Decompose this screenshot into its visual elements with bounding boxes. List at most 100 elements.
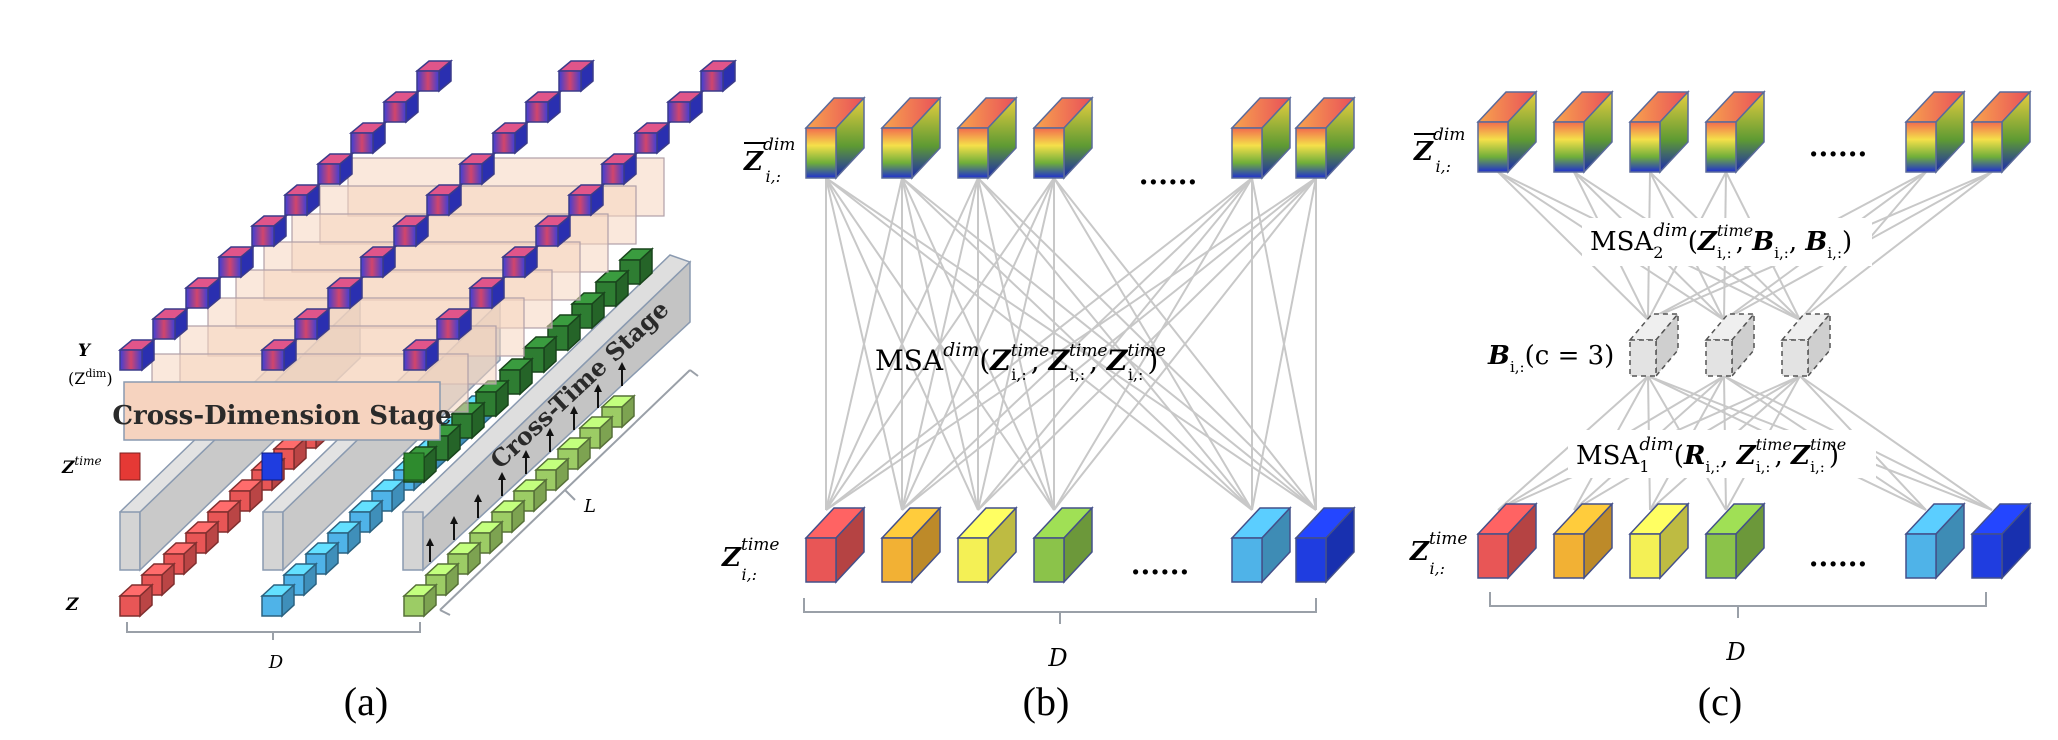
label-z: Z: [65, 595, 79, 615]
attention-line: [1799, 171, 1993, 321]
router-label-c: Bi,:(c = 3): [1487, 341, 1614, 376]
ztime-token: [1704, 502, 1766, 580]
label-zdim-c: Zdim i,:: [1413, 125, 1465, 176]
attention-line: [825, 177, 1055, 511]
panel-b: ...... ...... Zdim i,: Ztime i,: MSAdim(Zt…: [721, 96, 1356, 724]
attention-line: [1053, 177, 1317, 511]
token-cube: [618, 247, 654, 286]
router-token: [1628, 311, 1680, 379]
attention-line: [1799, 375, 1993, 511]
router-token: [1704, 311, 1756, 379]
y-token-cube: [434, 307, 474, 341]
y-row: [401, 59, 738, 372]
y-token-cube: [632, 121, 672, 155]
y-token-cube: [249, 214, 289, 248]
dots-top-c: ......: [1809, 130, 1868, 163]
arrow-head: [570, 406, 578, 414]
y-token-cube: [348, 121, 388, 155]
y-token-cube: [490, 121, 530, 155]
label-zdim-b: Zdim i,:: [743, 135, 795, 186]
arrow-head: [474, 494, 482, 502]
label-y: Y: [78, 341, 92, 361]
attention-line: [825, 177, 1253, 511]
label-ztime-b: Ztime i,:: [721, 535, 779, 584]
label-zdim-open: (Zdim): [68, 367, 113, 388]
token-cube: [402, 583, 438, 618]
attention-line: [825, 177, 1317, 511]
label-L: L: [583, 496, 596, 517]
attention-line: [901, 177, 1317, 511]
attention-line: [1251, 177, 1317, 511]
router-tokens-c: [1628, 311, 1832, 379]
attention-line: [1497, 171, 1649, 321]
y-token-rows: [117, 59, 738, 372]
arrow-head: [522, 450, 530, 458]
caption-a: (a): [344, 679, 388, 724]
zdim-token: [1970, 90, 2032, 174]
zdim-token: [1704, 90, 1766, 174]
attention-line: [901, 177, 1055, 511]
arrow-head: [498, 472, 506, 480]
token-cube: [348, 499, 384, 534]
token-cube: [594, 269, 630, 308]
y-token-cube: [282, 183, 322, 217]
ztime-token: [1032, 506, 1094, 584]
token-cube: [260, 583, 296, 618]
ztime-token: [1552, 502, 1614, 580]
zdim-token: [1294, 96, 1356, 180]
cross-dimension-stage-box: [123, 381, 441, 441]
dimension-bracket-b: [803, 598, 1317, 624]
y-token-cube: [183, 276, 223, 310]
attention-lines-b: [825, 177, 1317, 511]
y-token-cube: [358, 245, 398, 279]
ztime-token: [1230, 506, 1292, 584]
y-token-cube: [556, 59, 596, 93]
attention-line: [977, 177, 1055, 511]
ztime-token: [880, 506, 942, 584]
dimension-bracket-a: [126, 622, 421, 640]
y-token-cube: [150, 307, 190, 341]
y-token-cube: [325, 276, 365, 310]
ztime-token: [1970, 502, 2032, 580]
y-token-cube: [599, 152, 639, 186]
panel-c: ...... ...... Zdim i,: Ztime i,: MSA2dim(Z…: [1409, 90, 2032, 724]
arrow-head: [450, 516, 458, 524]
y-token-cube: [457, 152, 497, 186]
zdim-token: [1904, 90, 1966, 174]
y-row: [259, 59, 596, 372]
dots-bottom-b: ......: [1131, 548, 1190, 581]
label-D-a: D: [268, 652, 284, 673]
msa2-formula: MSA2dim(Ztime i,:, Bi,:, Bi,:): [1590, 220, 1852, 262]
zdim-token: [1032, 96, 1094, 180]
dimension-bracket-c: [1489, 592, 1987, 618]
token-cube: [490, 499, 526, 534]
caption-b: (b): [1023, 679, 1070, 724]
ztime-token: [804, 506, 866, 584]
y-token-cube: [259, 338, 299, 372]
y-token-cube: [698, 59, 738, 93]
panel-a: Cross-Dimension Stage Cross-Time Stage Y…: [61, 59, 738, 724]
zdim-token: [1552, 90, 1614, 174]
arrow-head: [618, 362, 626, 370]
attention-line: [825, 177, 903, 511]
token-cube: [118, 583, 154, 618]
y-token-cube: [500, 245, 540, 279]
ztime-token: [1904, 502, 1966, 580]
y-token-cube: [117, 338, 157, 372]
token-cube: [474, 379, 510, 418]
zdim-token: [804, 96, 866, 180]
ztime-token: [956, 506, 1018, 584]
arrow-head: [594, 384, 602, 392]
ztime-token: [1476, 502, 1538, 580]
ztime-green-block: [403, 452, 425, 481]
ztime-tokens-b: [804, 506, 1356, 584]
y-token-cube: [566, 183, 606, 217]
arrow-head: [426, 538, 434, 546]
y-token-cube: [424, 183, 464, 217]
y-token-cube: [533, 214, 573, 248]
y-token-cube: [315, 152, 355, 186]
token-cube: [522, 335, 558, 374]
attention-line: [977, 177, 1317, 511]
zdim-token: [880, 96, 942, 180]
attention-line: [901, 177, 1253, 511]
